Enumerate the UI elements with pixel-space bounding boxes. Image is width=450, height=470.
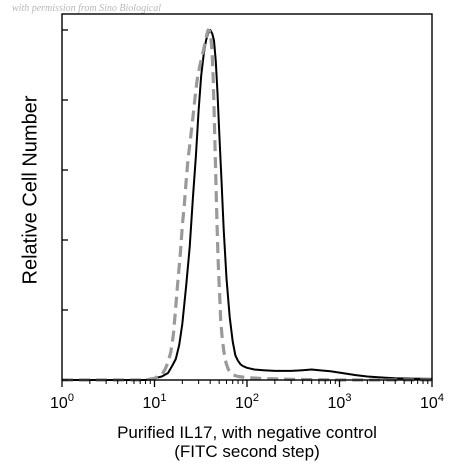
x-tick-label: 102: [235, 392, 259, 412]
x-axis-label-line-2: (FITC second step): [174, 442, 320, 461]
x-tick-label: 104: [420, 392, 444, 412]
series-layer: [62, 28, 433, 382]
plot-frame: [61, 13, 433, 381]
x-axis-label-line-1: Purified IL17, with negative control: [117, 423, 377, 442]
x-tick-label: 103: [328, 392, 352, 412]
x-tick-label: 101: [143, 392, 167, 412]
watermark-text: with permission from Sino Biological: [12, 3, 162, 14]
series-line-dashed: [62, 28, 432, 382]
x-axis-label: Purified IL17, with negative control (FI…: [62, 423, 432, 461]
series-line-solid: [62, 29, 433, 381]
x-tick-label: 100: [50, 392, 74, 412]
ticks-layer: 100 101 102 103 104: [50, 29, 444, 412]
